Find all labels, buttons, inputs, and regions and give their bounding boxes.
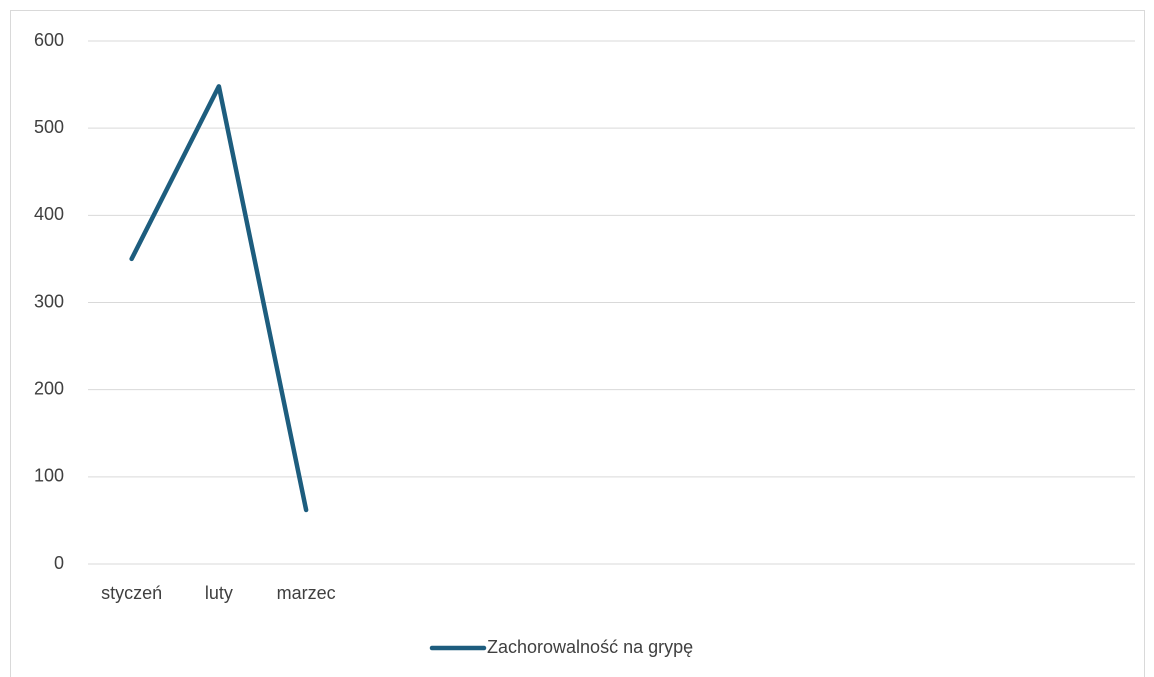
x-tick-label: luty xyxy=(205,583,233,603)
y-tick-label: 100 xyxy=(34,466,64,486)
y-tick-label: 400 xyxy=(34,204,64,224)
y-tick-label: 500 xyxy=(34,117,64,137)
data-line xyxy=(129,84,309,513)
x-tick-label: styczeń xyxy=(101,583,162,603)
y-tick-label: 200 xyxy=(34,378,64,398)
y-tick-label: 600 xyxy=(34,30,64,50)
y-tick-label: 0 xyxy=(54,553,64,573)
x-tick-label: marzec xyxy=(277,583,336,603)
chart-frame xyxy=(10,10,1145,677)
y-tick-label: 300 xyxy=(34,291,64,311)
legend-label: Zachorowalność na grypę xyxy=(487,637,693,657)
